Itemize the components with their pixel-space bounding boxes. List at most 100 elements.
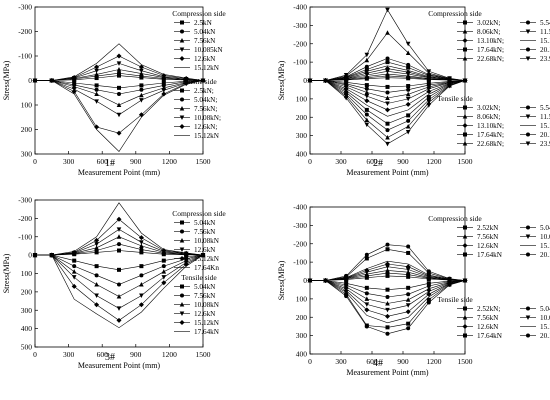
compression-data-point [94,64,100,70]
tensile-legend-marker [179,311,185,316]
compression-legend-marker [463,252,467,257]
tensile-data-point [116,130,122,136]
y-tick-label: 0 [28,251,32,260]
x-axis-label: Measurement Point (mm) [346,168,429,177]
compression-data-point [364,67,369,72]
tensile-data-point [139,98,144,103]
compression-data-point [94,71,99,77]
compression-data-point [116,216,122,222]
compression-data-point [406,62,411,67]
panel-label: 4# [373,358,383,369]
tensile-data-point [94,91,99,96]
compression-legend-title: Compression side [428,214,482,223]
tensile-data-point [116,306,122,311]
compression-legend-marker [180,229,184,234]
tensile-legend-label: 3.02kN; [477,104,500,112]
compression-data-point [406,244,411,249]
tensile-data-point [94,87,99,92]
compression-legend-marker [525,29,531,34]
compression-data-point [385,267,390,273]
tensile-data-point [323,78,328,83]
tensile-legend-label: 8.06kN; [477,113,500,121]
tensile-data-point [385,134,390,140]
tensile-data-point [161,91,167,97]
tensile-legend-marker [462,315,468,320]
tensile-data-point [94,83,99,88]
tensile-legend-marker [526,132,530,137]
tensile-legend-marker [462,324,468,329]
tensile-data-point [406,285,411,290]
compression-data-point [117,248,121,253]
compression-legend-label: 22.68kN; [477,55,504,63]
compression-legend-label: 7.56kN [194,228,216,236]
y-tick-label: -200 [293,239,307,248]
tensile-data-point [405,96,411,102]
tensile-data-point [405,303,411,308]
tensile-data-point [426,291,432,297]
compression-legend-marker [463,225,467,230]
tensile-data-point [463,278,467,283]
compression-data-point [117,242,121,247]
compression-legend-marker [180,20,184,25]
y-tick-label: 400 [21,324,33,333]
compression-data-point [139,243,144,248]
tensile-data-point [343,95,349,101]
tensile-data-point [364,98,370,104]
tensile-legend-label: 5.04kN [540,305,550,313]
compression-data-point [117,71,121,76]
compression-legend-label: 17.64Kn [194,264,219,272]
tensile-data-point [405,297,411,302]
compression-legend-label: 5.54kN [540,19,550,27]
x-tick-label: 0 [33,157,37,166]
tensile-legend-marker [463,333,467,338]
x-tick-label: 1500 [196,157,211,166]
plot-frame [34,199,204,348]
tensile-data-point [447,84,452,89]
tensile-legend-marker [462,141,468,146]
tensile-legend-marker [180,88,184,93]
tensile-legend-marker [180,97,184,102]
compression-data-point [405,41,411,47]
tensile-data-point [161,88,167,93]
tensile-data-point [94,293,99,299]
compression-data-point [344,273,349,278]
tensile-data-point [405,129,411,135]
compression-legend-label: 8.06kN; [477,28,500,36]
x-tick-label: 0 [308,157,312,166]
tensile-data-point [385,90,390,95]
tensile-legend-marker [525,315,531,320]
compression-legend-label: 5.04kN [194,28,216,36]
tensile-data-point [71,269,77,274]
y-tick-label: 300 [296,131,308,140]
compression-data-point [343,72,349,78]
compression-legend-label: 5.04kN [194,219,216,227]
tensile-legend-marker [462,123,468,128]
compression-legend-marker [525,56,531,61]
compression-data-point [385,71,390,77]
tensile-legend-title: Tensile side [437,94,473,103]
compression-legend-marker [179,238,185,243]
y-axis-label: Stress(MPa) [2,253,11,293]
tensile-legend-label: 11.58kN [540,113,550,121]
tensile-data-point [405,101,411,107]
y-tick-label: 300 [296,331,308,340]
tensile-data-point [94,273,99,278]
tensile-data-point [385,101,390,106]
y-tick-label: 300 [21,150,33,159]
tensile-series-line [310,280,466,324]
compression-data-point [405,267,411,272]
compression-data-point [116,227,122,232]
compression-legend-marker [179,47,185,52]
tensile-legend-title: Tensile side [181,77,217,86]
tensile-legend-marker [179,320,185,325]
tensile-legend-marker [526,333,530,338]
tensile-data-point [94,302,100,308]
y-tick-label: -100 [18,52,32,61]
compression-legend-label: 5.04kN [540,224,550,232]
tensile-data-point [139,293,144,299]
compression-legend-label: 10.085kN [194,46,223,54]
tensile-data-point [161,269,167,274]
tensile-legend-marker [525,114,531,119]
compression-data-point [138,235,144,241]
compression-legend-label: 13.10kN; [477,37,504,45]
